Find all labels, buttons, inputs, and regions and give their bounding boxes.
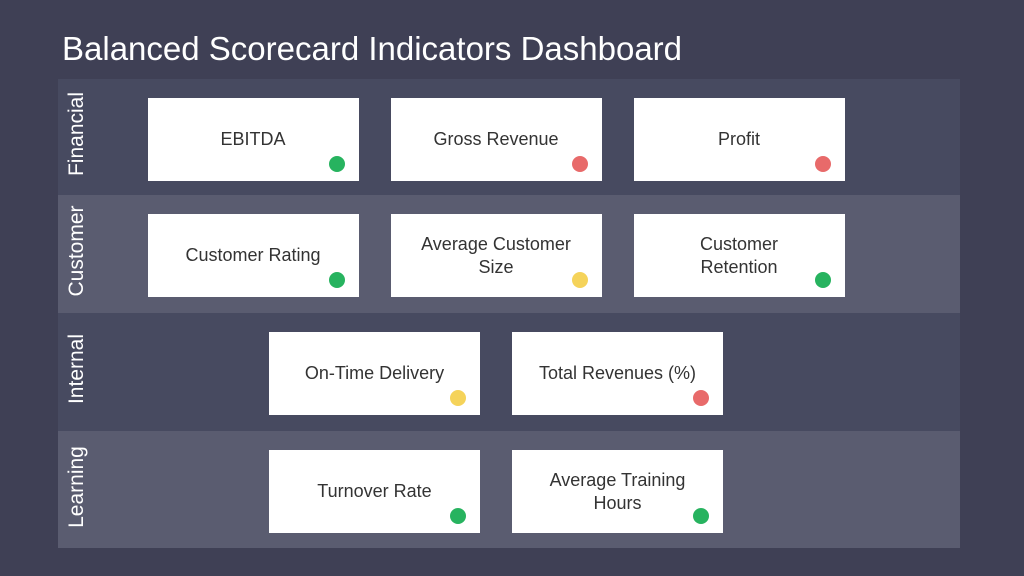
indicator-card: Customer Rating (147, 214, 359, 297)
card-label: Turnover Rate (317, 481, 432, 501)
card-label: Hours (593, 492, 642, 513)
status-dot (814, 156, 831, 172)
card-label: Average Customer (421, 233, 571, 254)
card-label: Total Revenues (%) (538, 363, 697, 383)
row-band (58, 431, 960, 548)
card-label: Retention (700, 256, 778, 277)
card-label: Customer Rating (185, 245, 321, 265)
row-label: Learning (65, 445, 88, 528)
indicator-card: EBITDA (147, 98, 359, 181)
card-label: On-Time Delivery (304, 363, 445, 383)
indicator-card: Gross Revenue (390, 98, 602, 181)
indicator-card: Average Training Hours (512, 450, 723, 533)
card-label: Gross Revenue (433, 129, 559, 149)
row-label: Internal (65, 333, 88, 405)
indicator-card: Customer Retention (633, 214, 845, 297)
card-label: Size (478, 256, 514, 277)
status-dot (693, 508, 709, 524)
status-dot (328, 272, 345, 288)
card-label: Customer (699, 233, 779, 254)
title: Balanced Scorecard Indicators Dashboard (62, 30, 683, 67)
row-label: Financial (65, 91, 88, 177)
status-dot (450, 508, 466, 524)
indicator-card: Profit (633, 98, 845, 181)
row-label: Customer (65, 205, 88, 297)
status-dot (571, 156, 588, 172)
indicator-card: On-Time Delivery (269, 332, 480, 415)
card-label: EBITDA (220, 129, 286, 149)
status-dot (571, 272, 588, 288)
row-band (58, 313, 960, 431)
status-dot (814, 272, 831, 288)
status-dot (328, 156, 345, 172)
indicator-card: Average Customer Size (390, 214, 602, 297)
status-dot (693, 390, 709, 406)
status-dot (450, 390, 466, 406)
indicator-card: Total Revenues (%) (512, 332, 723, 415)
card-label: Profit (717, 129, 760, 149)
indicator-card: Turnover Rate (269, 450, 480, 533)
card-label: Average Training (549, 469, 686, 490)
